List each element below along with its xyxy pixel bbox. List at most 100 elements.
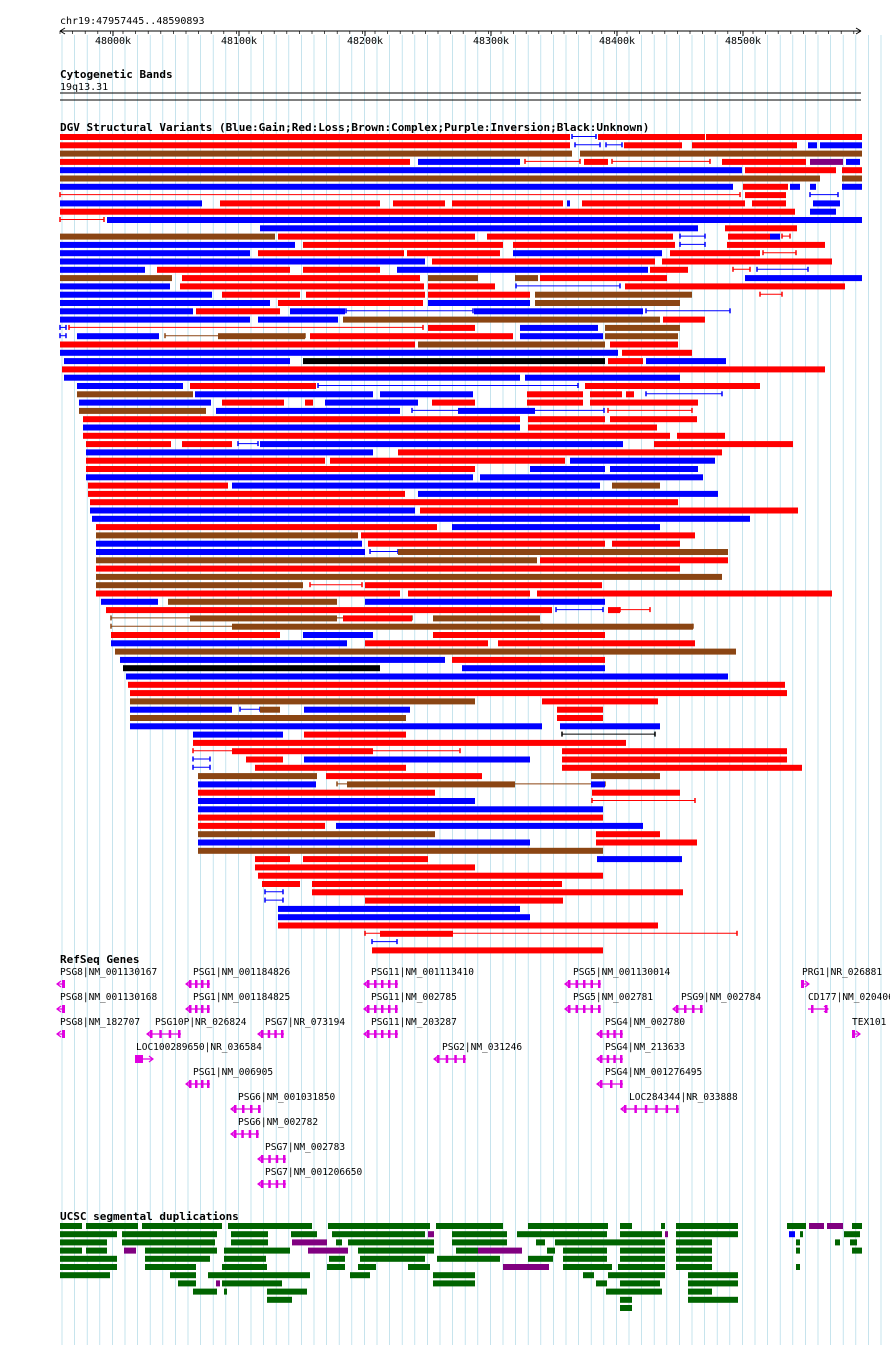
dgv-loss-variant[interactable] <box>728 233 770 240</box>
dgv-loss-variant[interactable] <box>592 789 680 796</box>
dgv-complex-variant[interactable] <box>198 847 603 854</box>
dgv-loss-variant[interactable] <box>598 134 705 140</box>
segdup-block[interactable] <box>327 1264 345 1270</box>
dgv-loss-variant[interactable] <box>732 266 751 272</box>
dgv-gain-variant[interactable] <box>264 897 284 903</box>
dgv-complex-variant[interactable] <box>605 333 678 340</box>
segdup-purple-block[interactable] <box>292 1239 327 1246</box>
dgv-loss-variant[interactable] <box>193 739 626 746</box>
dgv-complex-variant[interactable] <box>218 333 305 340</box>
refseq-gene[interactable]: PSG5|NM_002781 <box>564 992 653 1013</box>
segdup-block[interactable] <box>796 1247 800 1254</box>
segdup-block[interactable] <box>145 1255 210 1262</box>
dgv-loss-variant[interactable] <box>343 615 412 622</box>
dgv-loss-variant[interactable] <box>190 383 316 389</box>
dgv-gain-variant[interactable] <box>60 308 193 315</box>
dgv-loss-variant[interactable] <box>106 607 552 614</box>
dgv-complex-variant[interactable] <box>842 175 862 182</box>
dgv-gain-variant[interactable] <box>60 258 425 265</box>
dgv-loss-variant[interactable] <box>513 241 675 248</box>
segdup-block[interactable] <box>563 1247 607 1254</box>
segdup-block[interactable] <box>852 1247 862 1254</box>
dgv-loss-variant[interactable] <box>624 142 682 149</box>
segdup-block[interactable] <box>528 1255 553 1262</box>
segdup-block[interactable] <box>267 1288 307 1295</box>
refseq-gene[interactable]: TEX101 <box>852 1017 887 1038</box>
dgv-complex-variant[interactable] <box>605 324 680 331</box>
dgv-loss-variant[interactable] <box>590 391 622 398</box>
segdup-purple-block[interactable] <box>503 1264 549 1270</box>
dgv-complex-variant[interactable] <box>60 175 820 182</box>
dgv-loss-variant[interactable] <box>596 831 660 838</box>
dgv-variant-bars[interactable] <box>59 134 862 954</box>
segdup-block[interactable] <box>178 1280 196 1287</box>
dgv-gain-variant[interactable] <box>820 142 862 149</box>
dgv-gain-variant[interactable] <box>260 225 698 232</box>
dgv-complex-variant[interactable] <box>96 582 303 589</box>
dgv-gain-variant[interactable] <box>570 457 715 464</box>
dgv-gain-variant[interactable] <box>237 441 259 447</box>
dgv-complex-variant[interactable] <box>190 615 337 622</box>
dgv-loss-variant[interactable] <box>365 897 563 904</box>
dgv-gain-variant[interactable] <box>60 250 250 257</box>
segdup-block[interactable] <box>620 1255 665 1262</box>
dgv-loss-variant[interactable] <box>180 283 424 290</box>
dgv-loss-variant[interactable] <box>222 291 300 298</box>
dgv-gain-variant[interactable] <box>591 781 605 788</box>
segdup-block[interactable] <box>222 1264 267 1270</box>
dgv-complex-variant[interactable] <box>130 698 475 705</box>
dgv-loss-variant[interactable] <box>542 698 658 705</box>
dgv-loss-variant[interactable] <box>590 399 698 406</box>
segdup-block[interactable] <box>835 1239 840 1246</box>
dgv-loss-variant[interactable] <box>372 947 603 954</box>
segdup-purple-block[interactable] <box>665 1231 668 1238</box>
refseq-gene[interactable]: PRG1|NR_026881 <box>801 967 882 988</box>
segdup-block[interactable] <box>452 1231 507 1238</box>
dgv-gain-variant[interactable] <box>452 524 660 531</box>
dgv-loss-variant[interactable] <box>452 656 605 663</box>
segdup-block[interactable] <box>620 1305 632 1311</box>
dgv-gain-variant[interactable] <box>96 549 365 555</box>
dgv-loss-variant[interactable] <box>86 441 171 448</box>
refseq-gene[interactable]: PSG4|NM_001276495 <box>596 1067 702 1088</box>
dgv-loss-variant[interactable] <box>88 482 228 489</box>
dgv-gain-variant[interactable] <box>679 241 706 247</box>
dgv-gain-variant[interactable] <box>60 183 733 190</box>
refseq-gene[interactable]: PSG1|NM_001184825 <box>185 992 290 1013</box>
dgv-gain-variant[interactable] <box>371 939 398 945</box>
dgv-loss-variant[interactable] <box>562 756 787 763</box>
dgv-gain-variant[interactable] <box>304 756 530 763</box>
dgv-loss-variant[interactable] <box>562 764 802 771</box>
segdup-block[interactable] <box>60 1264 117 1270</box>
dgv-loss-variant[interactable] <box>625 283 845 290</box>
refseq-gene[interactable]: PSG8|NM_001130167 <box>56 967 157 988</box>
segdup-block[interactable] <box>688 1296 738 1303</box>
dgv-loss-variant[interactable] <box>582 200 745 207</box>
segdup-block[interactable] <box>620 1231 662 1238</box>
dgv-complex-variant[interactable] <box>418 341 605 348</box>
dgv-loss-variant[interactable] <box>380 930 453 937</box>
dgv-loss-variant[interactable] <box>88 490 405 497</box>
dgv-gain-variant[interactable] <box>264 889 284 895</box>
dgv-gain-variant[interactable] <box>303 632 373 638</box>
dgv-gain-variant[interactable] <box>258 316 338 323</box>
dgv-loss-variant[interactable] <box>246 756 283 763</box>
refseq-gene[interactable]: PSG9|NM_002784 <box>672 992 761 1013</box>
dgv-loss-variant[interactable] <box>365 640 488 647</box>
refseq-gene[interactable]: LOC100289650|NR_036584 <box>135 1042 262 1063</box>
segdup-block[interactable] <box>222 1280 282 1287</box>
dgv-loss-variant[interactable] <box>745 167 836 174</box>
dgv-loss-variant[interactable] <box>303 856 428 863</box>
segdup-block[interactable] <box>620 1223 632 1229</box>
segdup-block[interactable] <box>336 1239 342 1246</box>
dgv-loss-variant[interactable] <box>610 341 678 348</box>
dgv-loss-variant[interactable] <box>610 416 697 423</box>
dgv-loss-variant[interactable] <box>584 158 608 165</box>
dgv-complex-variant[interactable] <box>198 773 317 780</box>
dgv-loss-variant[interactable] <box>727 241 825 248</box>
dgv-gain-variant[interactable] <box>810 208 836 215</box>
dgv-complex-variant[interactable] <box>168 598 337 605</box>
dgv-loss-variant[interactable] <box>612 540 680 547</box>
dgv-complex-variant[interactable] <box>260 706 280 713</box>
dgv-loss-variant[interactable] <box>86 466 475 472</box>
